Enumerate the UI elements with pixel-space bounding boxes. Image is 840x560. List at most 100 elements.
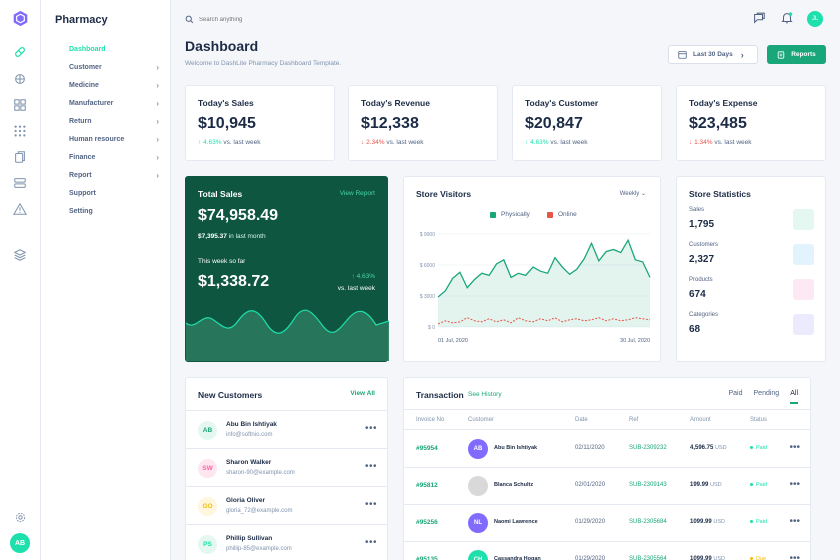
user-avatar[interactable]: AB: [10, 533, 30, 553]
setting-icon: [55, 207, 63, 215]
settings-icon[interactable]: [15, 512, 26, 523]
grid-icon[interactable]: [13, 98, 27, 112]
return-icon: [55, 117, 63, 125]
copy-icon[interactable]: [13, 150, 27, 164]
transaction-row[interactable]: #95954 AB Abu Bin Ishtiyak 02/11/2020 SUB-23…: [404, 431, 810, 468]
search-input[interactable]: [199, 12, 359, 27]
stat-change-percent: ↓ 1.34%: [689, 139, 713, 146]
transaction-amount: 1099.99 USD: [690, 556, 725, 560]
tab-pending[interactable]: Pending: [753, 390, 780, 397]
brand-name: Pharmacy: [55, 14, 108, 26]
sidebar-item-manufacturer[interactable]: Manufacturer ›: [55, 94, 159, 112]
layers-icon[interactable]: [13, 248, 27, 262]
chevron-right-icon: ›: [156, 152, 159, 162]
sidebar-item-dashboard[interactable]: Dashboard: [55, 40, 159, 58]
sidebar-item-label: Manufacturer: [69, 99, 114, 107]
stat-title: Today's Sales: [198, 98, 254, 108]
invoice-number[interactable]: #95135: [416, 556, 438, 560]
more-options-icon[interactable]: •••: [364, 461, 377, 472]
server-icon[interactable]: [13, 176, 27, 190]
sidebar-item-human-resource[interactable]: Human resource ›: [55, 130, 159, 148]
legend-label-physically: Physically: [501, 211, 530, 218]
customer-row[interactable]: AB Abu Bin Ishtiyak info@softnio.com •••: [186, 410, 387, 448]
stat-change-percent: ↑ 4.63%: [198, 139, 222, 146]
manufacturer-icon: [55, 99, 63, 107]
stat-change-note: vs. last week: [223, 139, 261, 146]
store-visitors-card: Store Visitors Weekly ⌄ Physically Onlin…: [403, 176, 661, 362]
reports-label: Reports: [791, 51, 816, 58]
customer-avatar: GO: [198, 497, 217, 516]
customer-name: Abu Bin Ishtiyak: [226, 421, 277, 428]
sidebar-item-support[interactable]: Support: [55, 184, 159, 202]
sidebar-item-label: Human resource: [69, 135, 125, 143]
search-icon[interactable]: [185, 15, 194, 24]
customer-name: Blanca Schultz: [494, 482, 534, 488]
human-resource-icon: [55, 135, 63, 143]
reports-button[interactable]: Reports: [767, 45, 826, 64]
last-month-value: $7,395.37: [198, 233, 227, 240]
transactions-header: Invoice No Customer Date Ref Amount Status: [404, 409, 810, 430]
customer-row[interactable]: PS Phillip Sullivan phillip-85@example.com…: [186, 524, 387, 560]
more-options-icon[interactable]: •••: [364, 499, 377, 510]
invoice-number[interactable]: #95954: [416, 445, 438, 452]
alert-icon[interactable]: [13, 202, 27, 216]
store-stat-value: 68: [689, 324, 701, 335]
more-options-icon[interactable]: •••: [789, 516, 800, 527]
transaction-ref: SUB-2309143: [629, 482, 667, 488]
chat-icon[interactable]: [752, 11, 766, 25]
more-options-icon[interactable]: •••: [789, 479, 800, 490]
x-tick-label: 01 Jul, 2020: [438, 338, 468, 344]
invoice-number[interactable]: #95812: [416, 482, 438, 489]
view-all-link[interactable]: View All: [350, 390, 375, 397]
view-report-link[interactable]: View Report: [339, 190, 375, 197]
see-history-link[interactable]: See History: [468, 391, 502, 398]
dashboard-icon: [55, 45, 63, 53]
more-options-icon[interactable]: •••: [789, 553, 800, 560]
stat-change: ↑ 4.63% vs. last week: [525, 139, 588, 146]
customer-row[interactable]: SW Sharon Walker sharon-90@example.com •••: [186, 448, 387, 486]
tab-all[interactable]: All: [790, 390, 798, 404]
transaction-ref: SUB-2309232: [629, 445, 667, 451]
stat-change-value: 1.34%: [694, 139, 713, 146]
sidebar-item-report[interactable]: Report ›: [55, 166, 159, 184]
chevron-right-icon: ›: [156, 80, 159, 90]
pill-icon[interactable]: [13, 45, 27, 59]
finance-icon: [55, 153, 63, 161]
sidebar: Pharmacy Dashboard Customer › Medicine › Manu…: [41, 0, 171, 560]
stat-title: Today's Expense: [689, 98, 758, 108]
stat-value: $23,485: [689, 115, 747, 132]
bell-icon[interactable]: [780, 11, 794, 25]
sidebar-item-return[interactable]: Return ›: [55, 112, 159, 130]
sidebar-item-medicine[interactable]: Medicine ›: [55, 76, 159, 94]
sidebar-item-setting[interactable]: Setting: [55, 202, 159, 220]
stat-change-note: vs. last week: [386, 139, 424, 146]
transaction-amount: 1099.99 USD: [690, 519, 725, 525]
transaction-row[interactable]: #95256 NL Naomi Lawrence 01/29/2020 SUB-2305…: [404, 505, 810, 542]
more-options-icon[interactable]: •••: [364, 537, 377, 548]
period-select[interactable]: Weekly ⌄: [619, 191, 646, 197]
week-change-value: 4.63%: [356, 273, 375, 280]
total-sales-title: Total Sales: [198, 189, 243, 199]
transaction-row[interactable]: #95812 Blanca Schultz 02/01/2020 SUB-230914…: [404, 468, 810, 505]
sidebar-item-customer[interactable]: Customer ›: [55, 58, 159, 76]
date-range-button[interactable]: Last 30 Days ›: [668, 45, 758, 64]
tab-paid[interactable]: Paid: [728, 390, 743, 397]
profile-avatar[interactable]: JL: [807, 11, 823, 27]
logo-icon[interactable]: [12, 10, 29, 27]
customer-row[interactable]: GO Gloria Oliver gloria_72@example.com •••: [186, 486, 387, 524]
more-options-icon[interactable]: •••: [364, 423, 377, 434]
customer-initials: AB: [473, 446, 483, 452]
invoice-number[interactable]: #95256: [416, 519, 438, 526]
week-label: This week so far: [198, 258, 246, 265]
sidebar-item-label: Finance: [69, 153, 96, 161]
customer-initials: CH: [473, 557, 483, 560]
customer-email: sharon-90@example.com: [226, 470, 295, 476]
transaction-ref: SUB-2305684: [629, 519, 667, 525]
more-options-icon[interactable]: •••: [789, 442, 800, 453]
chevron-right-icon: ›: [156, 62, 159, 72]
customer-name: Gloria Oliver: [226, 497, 266, 504]
plus-icon[interactable]: [13, 72, 27, 86]
sidebar-item-finance[interactable]: Finance ›: [55, 148, 159, 166]
transaction-row[interactable]: #95135 CH Cassandra Hogan 01/29/2020 SUB-230…: [404, 542, 810, 560]
apps-icon[interactable]: [13, 124, 27, 138]
